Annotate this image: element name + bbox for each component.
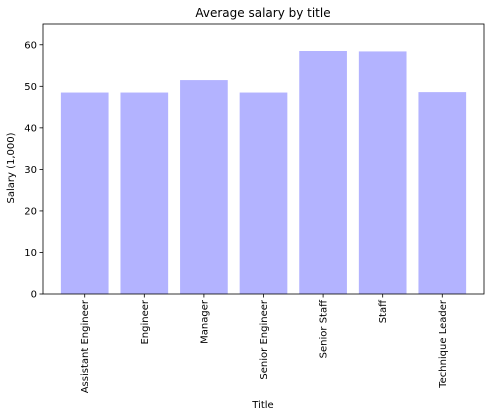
bars-layer: [60, 51, 467, 295]
y-tick-label: 10: [24, 248, 37, 259]
axes-layer: Assistant Engineer Engineer Manager Senior …: [24, 23, 485, 393]
bar-staff: [358, 51, 407, 294]
x-tick-label: Senior Staff: [319, 299, 330, 358]
bar-engineer: [120, 92, 169, 294]
y-tick-label: 20: [24, 206, 37, 217]
bar-assistant-engineer: [60, 92, 109, 294]
plot-frame: [42, 23, 485, 295]
x-tick-label: Assistant Engineer: [80, 299, 91, 393]
x-tick-label: Staff: [378, 299, 389, 323]
bar-technique-leader: [418, 92, 467, 295]
chart-title: Average salary by title: [195, 6, 330, 20]
y-tick-label: 0: [31, 290, 37, 301]
bar-senior-staff: [299, 51, 347, 294]
y-axis-label: Salary (1,000): [6, 132, 17, 203]
x-tick-label: Senior Engineer: [259, 299, 270, 379]
x-tick-label: Technique Leader: [438, 299, 449, 389]
y-tick-label: 60: [24, 40, 37, 51]
y-tick-label: 50: [24, 82, 37, 93]
y-tick-label: 40: [24, 123, 37, 134]
x-axis-label: Title: [251, 400, 273, 411]
x-tick-label: Engineer: [140, 299, 151, 344]
bar-manager: [180, 80, 228, 294]
x-tick-label: Manager: [199, 299, 210, 344]
bar-senior-engineer: [239, 92, 288, 294]
y-tick-label: 30: [24, 165, 37, 176]
